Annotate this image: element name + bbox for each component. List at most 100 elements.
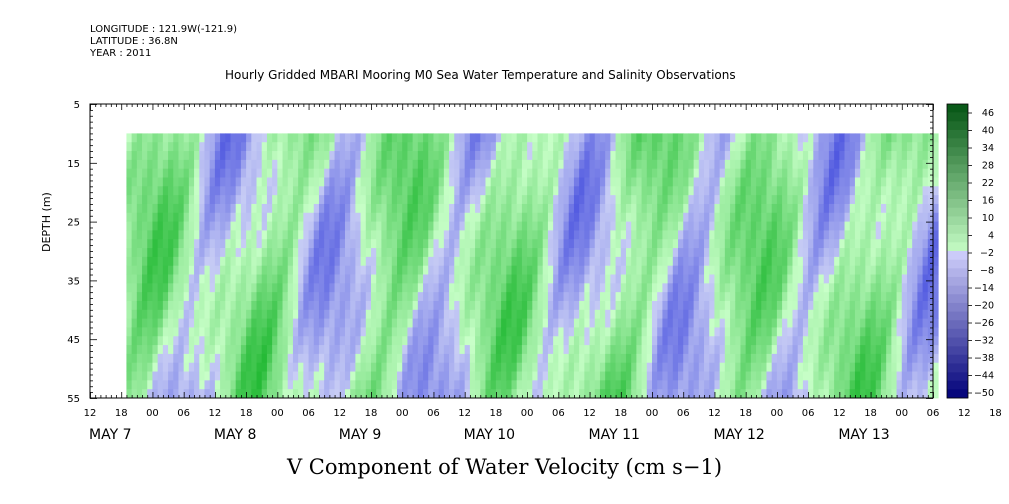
heatmap-cell: [891, 309, 897, 320]
heatmap-cell: [412, 168, 419, 178]
heatmap-cell: [178, 159, 185, 170]
heatmap-cell: [287, 186, 294, 196]
heatmap-cell: [917, 212, 923, 222]
heatmap-cell: [126, 265, 133, 275]
heatmap-cell: [521, 309, 528, 320]
heatmap-cell: [766, 159, 773, 170]
heatmap-cell: [292, 371, 299, 381]
heatmap-cell: [740, 203, 747, 214]
heatmap-cell: [818, 362, 825, 372]
heatmap-cell: [240, 309, 247, 320]
heatmap-cell: [620, 230, 627, 240]
heatmap-cell: [313, 142, 320, 152]
heatmap-cell: [287, 274, 294, 284]
heatmap-cell: [287, 389, 294, 399]
heatmap-cell: [256, 168, 263, 178]
heatmap-cell: [376, 292, 382, 302]
heatmap-cell: [506, 318, 512, 328]
heatmap-cell: [537, 177, 544, 187]
heatmap-cell: [324, 353, 330, 364]
heatmap-cell: [782, 292, 788, 302]
heatmap-cell: [646, 195, 653, 205]
heatmap-cell: [844, 292, 851, 302]
heatmap-cell: [438, 274, 445, 284]
heatmap-cell: [438, 345, 445, 355]
heatmap-cell: [750, 353, 757, 364]
heatmap-cell: [131, 371, 138, 381]
heatmap-cell: [230, 212, 237, 222]
heatmap-cell: [142, 265, 148, 275]
heatmap-cell: [828, 177, 835, 187]
heatmap-cell: [423, 203, 429, 214]
heatmap-cell: [813, 292, 819, 302]
heatmap-cell: [209, 239, 216, 249]
heatmap-cell: [282, 230, 289, 240]
heatmap-cell: [371, 203, 377, 214]
heatmap-cell: [381, 380, 388, 390]
heatmap-cell: [880, 159, 887, 170]
heatmap-cell: [402, 362, 408, 372]
heatmap-cell: [194, 159, 200, 170]
heatmap-cell: [318, 212, 325, 222]
heatmap-cell: [142, 389, 148, 399]
heatmap-cell: [605, 151, 611, 161]
heatmap-cell: [475, 318, 481, 328]
heatmap-cell: [698, 327, 705, 337]
heatmap-cell: [443, 318, 450, 328]
heatmap-cell: [204, 292, 211, 302]
heatmap-cell: [162, 142, 169, 152]
heatmap-cell: [865, 133, 871, 143]
heatmap-cell: [298, 265, 304, 275]
heatmap-cell: [126, 151, 133, 161]
heatmap-cell: [615, 265, 622, 275]
heatmap-cell: [896, 142, 903, 152]
heatmap-cell: [667, 380, 674, 390]
heatmap-cell: [672, 345, 679, 355]
heatmap-cell: [521, 389, 528, 399]
heatmap-cell: [735, 230, 741, 240]
heatmap-cell: [501, 221, 507, 231]
heatmap-cell: [657, 221, 663, 231]
heatmap-cell: [475, 168, 481, 178]
heatmap-cell: [875, 300, 882, 311]
heatmap-cell: [912, 336, 918, 346]
heatmap-cell: [605, 212, 611, 222]
heatmap-cell: [579, 362, 585, 372]
heatmap-cell: [771, 159, 778, 170]
heatmap-cell: [599, 203, 606, 214]
heatmap-cell: [308, 177, 315, 187]
heatmap-cell: [740, 212, 747, 222]
heatmap-cell: [157, 239, 164, 249]
heatmap-cell: [605, 186, 611, 196]
heatmap-cell: [625, 142, 632, 152]
heatmap-cell: [194, 327, 200, 337]
heatmap-cell: [537, 239, 544, 249]
heatmap-cell: [475, 203, 481, 214]
heatmap-cell: [553, 177, 559, 187]
heatmap-cell: [214, 327, 221, 337]
heatmap-cell: [183, 133, 190, 143]
heatmap-cell: [854, 159, 861, 170]
heatmap-cell: [449, 265, 455, 275]
heatmap-cell: [594, 362, 601, 372]
heatmap-cell: [641, 212, 648, 222]
heatmap-cell: [756, 283, 762, 293]
heatmap-cell: [605, 248, 611, 258]
heatmap-cell: [745, 327, 752, 337]
heatmap-cell: [678, 362, 684, 372]
heatmap-cell: [776, 327, 783, 337]
heatmap-cell: [631, 362, 637, 372]
heatmap-cell: [142, 203, 148, 214]
heatmap-cell: [761, 221, 767, 231]
heatmap-cell: [886, 265, 892, 275]
heatmap-cell: [776, 133, 783, 143]
heatmap-cell: [771, 168, 778, 178]
heatmap-cell: [386, 371, 393, 381]
heatmap-cell: [449, 353, 455, 364]
heatmap-cell: [402, 142, 408, 152]
heatmap-cell: [209, 292, 216, 302]
heatmap-cell: [782, 133, 788, 143]
heatmap-cell: [823, 168, 830, 178]
heatmap-cell: [142, 283, 148, 293]
heatmap-cell: [761, 362, 767, 372]
